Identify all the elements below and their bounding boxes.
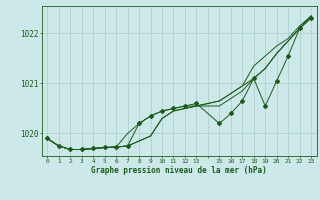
X-axis label: Graphe pression niveau de la mer (hPa): Graphe pression niveau de la mer (hPa) [91,166,267,175]
